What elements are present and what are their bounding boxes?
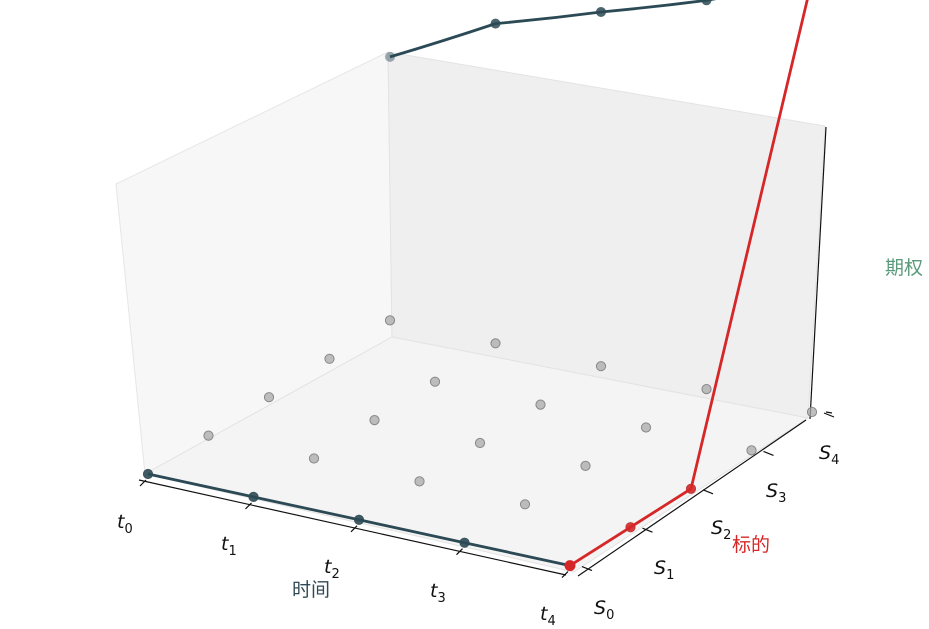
series-point-2-3 <box>701 0 712 6</box>
grid-point <box>414 476 425 487</box>
time-tick-1 <box>245 502 252 510</box>
series-point-0-2 <box>354 514 364 525</box>
underlying-tick-label-0: S0 <box>594 597 614 623</box>
underlying-tick-label-1: S1 <box>654 557 674 583</box>
grid-point <box>580 460 591 471</box>
grid-point <box>640 422 652 433</box>
series-point-2-2 <box>596 6 606 17</box>
series-point-1-1 <box>625 522 636 533</box>
underlying-tick-0 <box>581 566 593 572</box>
time-tick-label-4: t4 <box>540 603 556 629</box>
time-tick-2 <box>350 525 358 533</box>
time-axis-title: 时间 <box>292 579 330 601</box>
underlying-tick-4 <box>823 412 835 418</box>
grid-point <box>474 437 486 449</box>
time-tick-4 <box>561 571 569 579</box>
time-tick-label-3: t3 <box>430 580 446 606</box>
time-tick-0 <box>139 479 147 487</box>
floor-pane <box>143 336 810 573</box>
grid-point <box>324 353 335 364</box>
grid-point <box>535 399 546 410</box>
grid-point <box>384 315 396 326</box>
grid-point <box>429 376 441 387</box>
grid-point <box>746 445 757 456</box>
origin-point <box>564 560 576 572</box>
underlying-tick-label-3: S3 <box>766 480 786 506</box>
grid-point <box>203 430 214 441</box>
series-point-0-3 <box>459 537 470 548</box>
time-tick-label-1: t1 <box>221 533 237 559</box>
underlying-axis-title: 标的 <box>732 534 770 556</box>
series-point-1-2 <box>686 483 696 494</box>
grid-point <box>806 406 818 418</box>
series-point-0-1 <box>248 491 259 502</box>
time-axis-line <box>138 479 567 576</box>
underlying-tick-2 <box>702 489 714 495</box>
time-tick-3 <box>456 548 463 556</box>
grid-point <box>308 453 320 464</box>
grid-point <box>519 499 531 510</box>
series-layer <box>143 0 809 572</box>
underlying-tick-3 <box>763 450 774 456</box>
underlying-axis-line <box>577 419 807 577</box>
grid-point <box>490 338 501 349</box>
option-tick-0 <box>825 411 833 414</box>
grid-point <box>595 361 607 372</box>
series-point-2-1 <box>490 18 501 29</box>
option-axis-line <box>809 126 827 420</box>
time-tick-label-0: t0 <box>117 511 133 537</box>
grid-point <box>701 384 712 395</box>
grid-point <box>369 415 380 426</box>
option-axis-title: 期权 <box>885 257 923 279</box>
underlying-tick-label-2: S2 <box>711 517 731 543</box>
underlying-tick-label-4: S4 <box>819 442 839 468</box>
series-line-1 <box>569 0 809 567</box>
axis-ticks <box>139 411 835 579</box>
time-tick-label-2: t2 <box>324 556 340 582</box>
grid-point <box>263 392 275 403</box>
series-point-0-0 <box>143 469 153 479</box>
underlying-tick-1 <box>642 527 653 533</box>
series-point-2-0 <box>385 51 395 62</box>
